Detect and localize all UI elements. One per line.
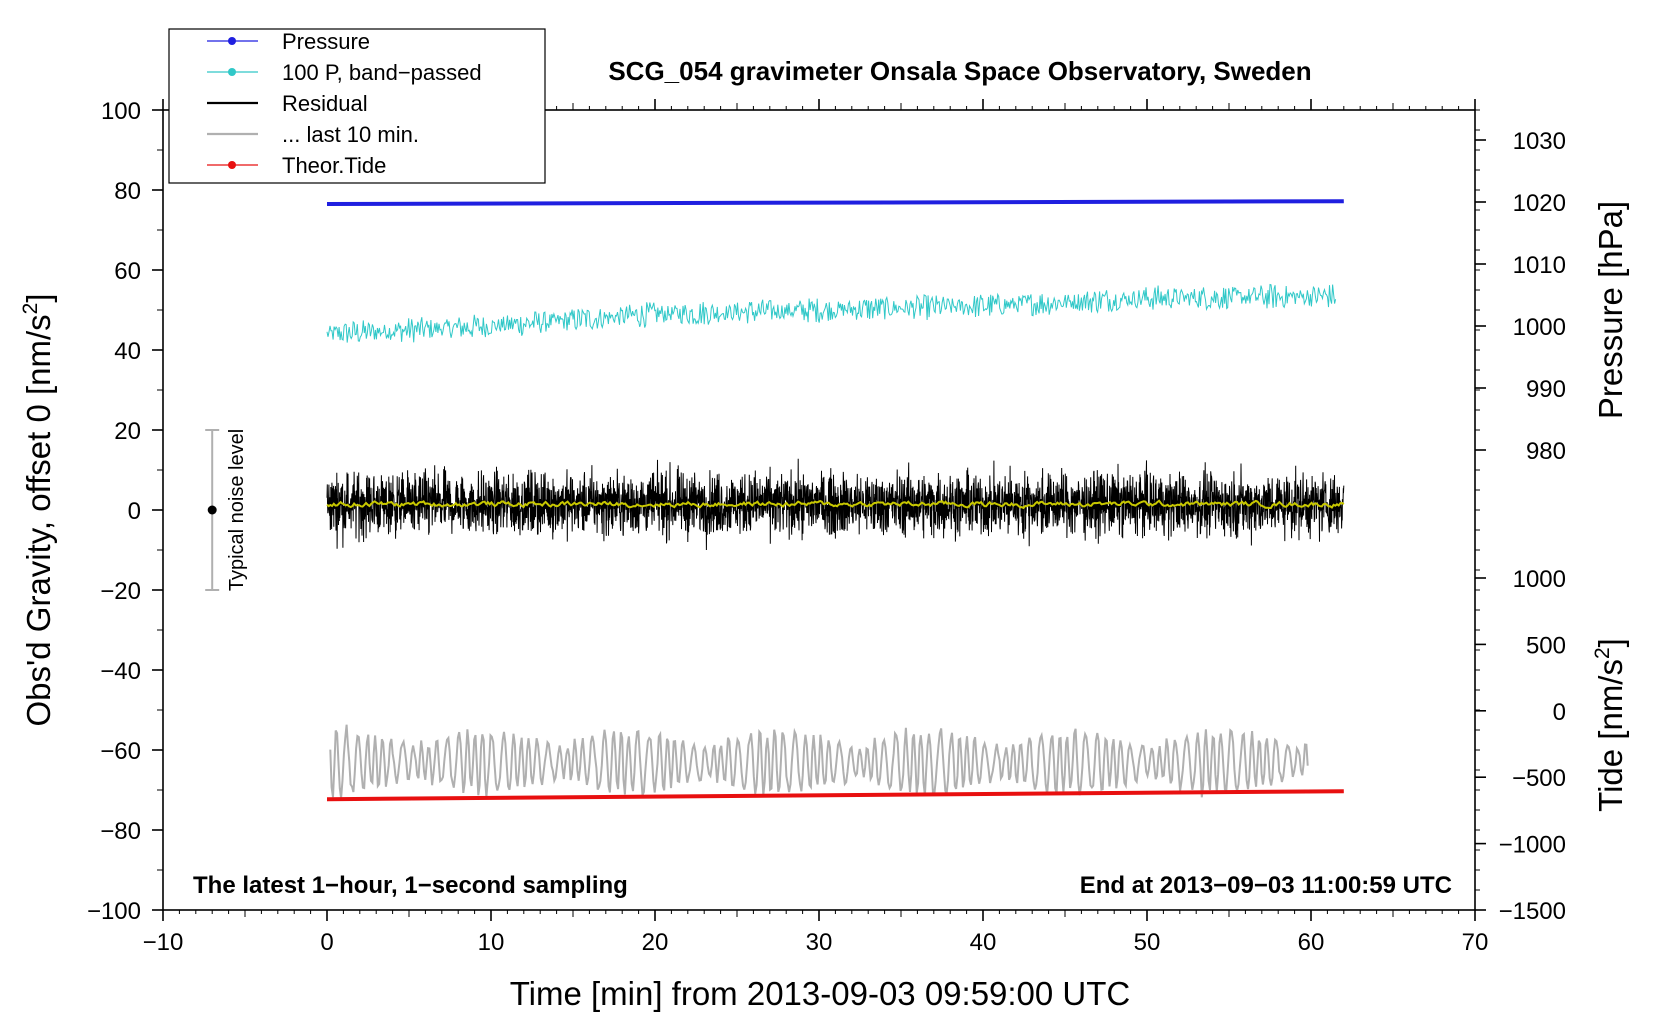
y-tick-label: −100 [87, 898, 141, 925]
legend-swatch-dot [228, 161, 236, 169]
pressure-tick-label: 980 [1526, 438, 1566, 465]
y-tick-label: 100 [101, 98, 141, 125]
pressure-tick-label: 1000 [1513, 314, 1566, 341]
tide-tick-label: −1500 [1499, 898, 1566, 925]
pressure-tick-label: 990 [1526, 376, 1566, 403]
series-last-10-min [329, 724, 1309, 799]
legend-label: Theor.Tide [282, 153, 386, 178]
y-axis-label: Obs'd Gravity, offset 0 [nm/s2] [19, 293, 57, 726]
legend-box [168, 28, 546, 184]
x-axis-label: Time [min] from 2013-09-03 09:59:00 UTC [510, 975, 1131, 1012]
chart-title: SCG_054 gravimeter Onsala Space Observat… [608, 56, 1311, 86]
x-tick-label: 10 [478, 929, 505, 956]
tide-tick-label: 500 [1526, 632, 1566, 659]
pressure-tick-label: 1010 [1513, 252, 1566, 279]
legend-swatch-dot [228, 68, 236, 76]
right-axis-label-tide: Tide [nm/s2] [1591, 638, 1629, 812]
y-tick-label: 80 [114, 178, 141, 205]
legend-label: Pressure [282, 29, 370, 54]
series-band-passed-pressure [326, 283, 1337, 343]
typical-noise-bar: Typical noise level [205, 429, 248, 591]
series-residual [326, 458, 1345, 551]
y-axis-ticks: −100 −80 −60 −40 −20 0 20 40 60 80 100 [87, 98, 163, 925]
noise-bar-label: Typical noise level [226, 429, 248, 591]
noise-bar-dot [207, 505, 217, 515]
annotation-bottom-left: The latest 1−hour, 1−second sampling [193, 872, 628, 899]
y-tick-label: −20 [100, 578, 141, 605]
legend: Pressure 100 P, band−passed Residual ... la… [168, 28, 546, 184]
x-tick-label: 70 [1462, 929, 1489, 956]
y-tick-label: −60 [100, 738, 141, 765]
x-axis-ticks: −10 0 10 20 30 40 50 60 70 [143, 99, 1489, 956]
right-axis-ticks: 980 990 1000 1010 1020 1030 −1500 −1000 −500 0 500… [1475, 109, 1566, 925]
legend-label: ... last 10 min. [282, 122, 419, 147]
x-tick-label: 60 [1298, 929, 1325, 956]
x-tick-label: −10 [143, 929, 184, 956]
series-theoretical-tide [326, 789, 1344, 802]
pressure-tick-label: 1030 [1513, 128, 1566, 155]
tide-tick-label: 0 [1553, 699, 1566, 726]
legend-label: Residual [282, 91, 368, 116]
y-tick-label: −40 [100, 658, 141, 685]
y-tick-label: 0 [128, 498, 141, 525]
pressure-tick-label: 1020 [1513, 190, 1566, 217]
tide-tick-label: −1000 [1499, 832, 1566, 859]
x-tick-label: 50 [1134, 929, 1161, 956]
annotation-bottom-right: End at 2013−09−03 11:00:59 UTC [1080, 872, 1452, 899]
x-tick-label: 40 [970, 929, 997, 956]
y-tick-label: 40 [114, 338, 141, 365]
legend-swatch-dot [228, 37, 236, 45]
legend-label: 100 P, band−passed [282, 60, 482, 85]
y-tick-label: 60 [114, 258, 141, 285]
x-tick-label: 0 [320, 929, 333, 956]
y-tick-label: −80 [100, 818, 141, 845]
tide-tick-label: 1000 [1513, 566, 1566, 593]
series-pressure [326, 199, 1344, 206]
y-tick-label: 20 [114, 418, 141, 445]
tide-tick-label: −500 [1512, 765, 1566, 792]
series-residual-smoothed [326, 499, 1345, 510]
x-tick-label: 30 [806, 929, 833, 956]
right-axis-label-pressure: Pressure [hPa] [1592, 201, 1629, 419]
x-tick-label: 20 [642, 929, 669, 956]
